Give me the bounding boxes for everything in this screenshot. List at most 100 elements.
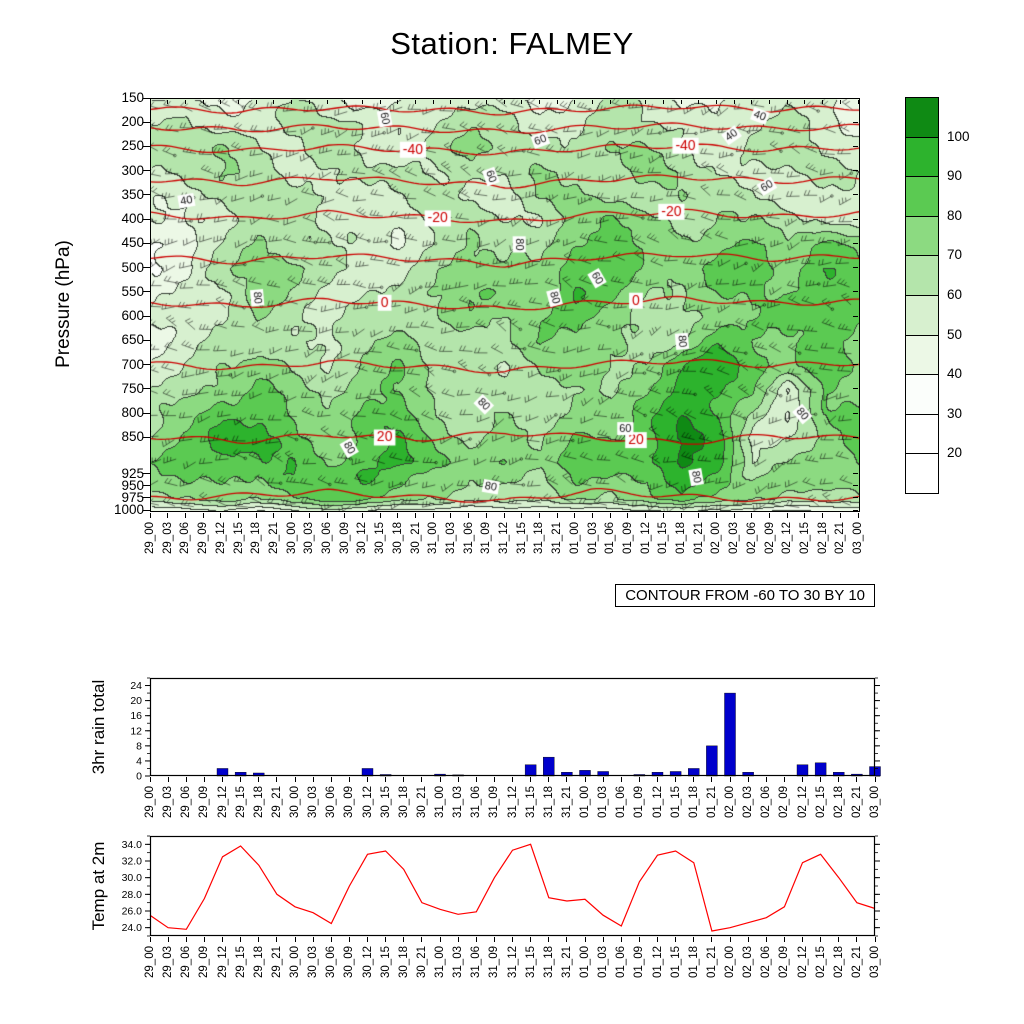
axis-tick <box>530 937 532 942</box>
time-tick-label: 01_12 <box>651 786 664 818</box>
pressure-tick-label: 600 <box>121 308 144 324</box>
time-tick-label: 31_15 <box>524 786 537 818</box>
time-tick-label: 02_03 <box>728 522 741 554</box>
temp-line <box>149 843 876 932</box>
axis-tick <box>838 777 840 782</box>
contour-note-box: CONTOUR FROM -60 TO 30 BY 10 <box>615 584 875 607</box>
time-tick-label: 01_06 <box>615 786 628 818</box>
time-tick-label: 29_12 <box>216 946 229 978</box>
time-tick-label: 31_06 <box>470 786 483 818</box>
axis-tick <box>385 777 387 782</box>
axis-tick <box>769 513 770 518</box>
axis-tick <box>475 777 477 782</box>
colorbar-tick-label: 60 <box>947 287 963 302</box>
axis-tick <box>853 218 858 220</box>
axis-tick <box>203 937 205 942</box>
axis-tick <box>273 99 275 104</box>
axis-tick <box>457 777 459 782</box>
time-tick-label: 01_09 <box>621 522 634 554</box>
axis-tick <box>521 99 523 104</box>
axis-tick <box>857 513 859 518</box>
pressure-tick-label: 1000 <box>113 502 144 517</box>
axis-tick <box>627 513 629 518</box>
pressure-tick-label: 950 <box>121 477 144 493</box>
axis-tick <box>592 513 593 518</box>
rain-bar <box>216 768 229 777</box>
colorbar-box <box>905 413 939 455</box>
axis-tick <box>143 145 150 147</box>
axis-tick <box>765 777 767 782</box>
axis-tick <box>184 99 186 104</box>
time-tick-label: 29_21 <box>270 946 283 978</box>
axis-tick <box>291 99 293 104</box>
time-tick-label: 30_12 <box>361 946 374 978</box>
axis-tick <box>662 99 664 104</box>
axis-tick <box>804 99 806 104</box>
time-tick-label: 30_09 <box>343 946 356 978</box>
time-tick-label: 30_21 <box>409 522 422 554</box>
axis-tick <box>857 99 859 104</box>
time-tick-label: 30_15 <box>379 786 392 818</box>
rain-bar <box>724 692 736 777</box>
axis-tick <box>149 777 151 782</box>
time-tick-label: 30_00 <box>289 946 301 978</box>
time-tick-label: 30_18 <box>397 786 410 818</box>
pressure-tick-label: 500 <box>121 259 144 275</box>
axis-tick <box>548 937 550 942</box>
axis-tick <box>693 937 695 942</box>
axis-tick <box>143 436 150 438</box>
axis-tick <box>421 937 423 942</box>
axis-tick <box>856 937 858 942</box>
axis-tick <box>853 242 858 244</box>
time-tick-label: 01_00 <box>579 786 591 818</box>
time-tick-label: 02_09 <box>778 946 791 978</box>
time-tick-label: 31_09 <box>488 946 501 978</box>
axis-tick <box>143 242 150 244</box>
colorbar-tick-label: 90 <box>947 168 963 184</box>
axis-tick <box>645 513 647 518</box>
axis-tick <box>432 99 434 104</box>
axis-tick <box>240 777 242 782</box>
time-tick-label: 01_15 <box>657 522 670 554</box>
pressure-tick-label: 250 <box>121 138 144 154</box>
rain-bar <box>814 762 827 777</box>
axis-tick <box>620 777 622 782</box>
time-tick-label: 29_06 <box>180 946 193 978</box>
axis-tick <box>361 513 363 518</box>
time-tick-label: 31_03 <box>452 946 465 978</box>
axis-tick <box>397 513 399 518</box>
time-tick-label: 31_21 <box>560 946 573 978</box>
pressure-tick-label: 350 <box>121 186 144 202</box>
axis-tick <box>602 777 604 782</box>
axis-tick <box>385 937 387 942</box>
axis-tick <box>167 513 169 518</box>
y-tick-label: 30.0 <box>122 872 143 884</box>
axis-tick <box>222 937 223 942</box>
colorbar-box <box>905 215 939 257</box>
axis-tick <box>143 473 150 475</box>
axis-tick <box>592 99 593 104</box>
time-tick-label: 31_21 <box>560 786 573 818</box>
axis-tick <box>729 937 731 942</box>
axis-tick <box>853 485 858 487</box>
axis-tick <box>143 194 150 196</box>
time-tick-label: 02_21 <box>850 946 863 978</box>
pressure-tick-label: 925 <box>121 465 144 481</box>
y-tick-label: 20 <box>130 695 142 707</box>
axis-tick <box>733 513 735 518</box>
time-tick-label: 30_06 <box>321 522 333 554</box>
pressure-tick-label: 750 <box>121 380 144 396</box>
page-title: Station: FALMEY <box>390 26 634 61</box>
time-tick-label: 29_18 <box>250 522 263 554</box>
time-tick-label: 02_12 <box>781 522 794 554</box>
axis-tick <box>751 513 753 518</box>
pressure-tick-label: 150 <box>121 90 144 105</box>
time-tick-label: 01_18 <box>687 946 700 978</box>
time-tick-label: 31_00 <box>434 786 446 818</box>
axis-tick <box>202 99 204 104</box>
axis-tick <box>167 937 169 942</box>
axis-tick <box>715 99 717 104</box>
y-tick-label: 32.0 <box>122 856 143 868</box>
axis-tick <box>680 99 682 104</box>
